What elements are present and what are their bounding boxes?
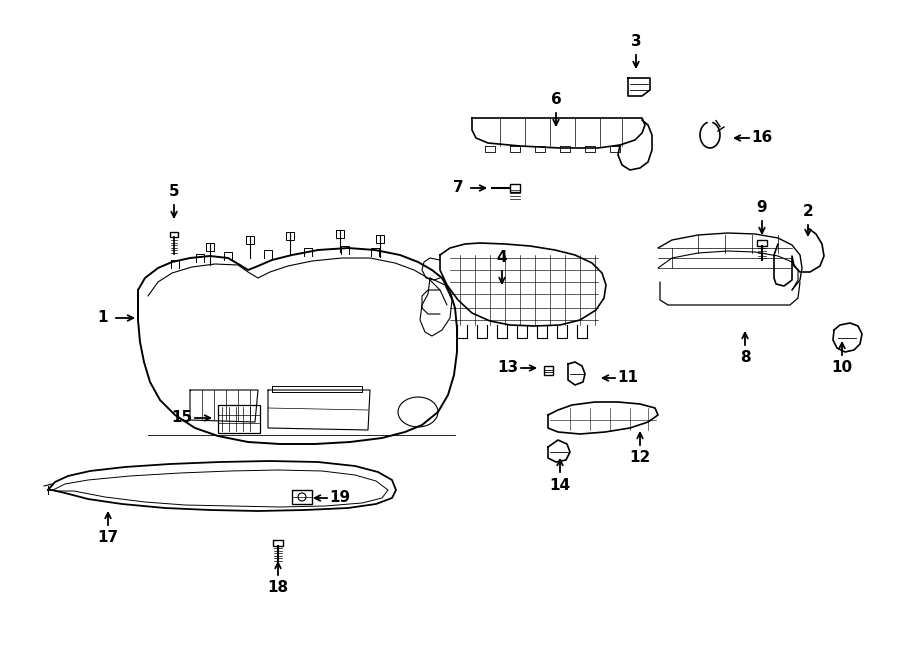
Text: 12: 12 — [629, 451, 651, 465]
Text: 11: 11 — [617, 371, 638, 385]
Text: 5: 5 — [168, 184, 179, 200]
Text: 10: 10 — [832, 360, 852, 375]
Bar — [292, 490, 312, 504]
Text: 1: 1 — [98, 311, 108, 325]
Text: 2: 2 — [803, 204, 814, 219]
Bar — [218, 405, 260, 433]
Bar — [757, 240, 767, 246]
Text: 19: 19 — [329, 490, 351, 506]
Bar — [544, 366, 553, 375]
Text: 17: 17 — [97, 531, 119, 545]
Text: 13: 13 — [498, 360, 518, 375]
Text: 7: 7 — [453, 180, 464, 196]
Bar — [510, 184, 520, 192]
Text: 15: 15 — [171, 410, 193, 426]
Text: 18: 18 — [267, 580, 289, 596]
Text: 8: 8 — [740, 350, 751, 366]
Text: 16: 16 — [752, 130, 772, 145]
Text: 6: 6 — [551, 93, 562, 108]
Text: 4: 4 — [497, 251, 508, 266]
Bar — [170, 232, 178, 237]
Text: 9: 9 — [757, 200, 768, 215]
Bar — [273, 540, 283, 546]
Text: 14: 14 — [549, 477, 571, 492]
Text: 3: 3 — [631, 34, 642, 50]
